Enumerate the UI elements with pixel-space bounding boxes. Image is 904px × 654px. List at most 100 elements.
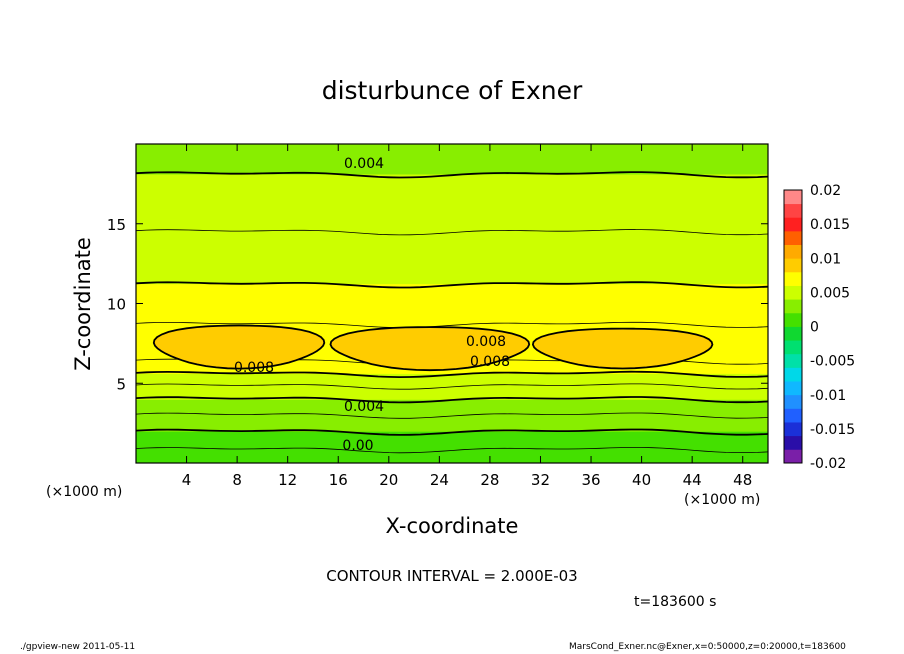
colorbar-segment: [784, 312, 802, 327]
field-band: [136, 381, 768, 384]
field-band: [136, 159, 768, 163]
colorbar-segment: [784, 367, 802, 382]
colorbar-segment: [784, 271, 802, 286]
field-band: [136, 153, 768, 157]
x-tick-label: 44: [683, 471, 702, 489]
field-band: [136, 239, 768, 243]
field-band: [136, 183, 768, 187]
contour-label-group: 0.004 0.008 0.008 0.008 0.004 0.00: [234, 156, 510, 454]
field-band: [136, 273, 768, 277]
field-band: [136, 309, 768, 313]
field-band: [136, 415, 768, 418]
field-band: [136, 265, 768, 269]
colorbar-segment: [784, 353, 802, 368]
field-band: [136, 253, 768, 257]
y-axis-label: Z-coordinate: [71, 237, 95, 371]
colorbar-segment: [784, 258, 802, 273]
field-band: [136, 455, 768, 458]
colorbar-segment: [784, 340, 802, 355]
field-band: [136, 413, 768, 416]
field-band: [136, 305, 768, 309]
field-band: [136, 423, 768, 426]
field-band: [136, 315, 768, 319]
colorbar-segment: [784, 408, 802, 423]
x-tick-label: 12: [278, 471, 297, 489]
field-band: [136, 445, 768, 448]
colorbar-segment: [784, 435, 802, 450]
field-band: [136, 245, 768, 249]
colorbar-segment: [784, 381, 802, 396]
x-unit-right: (×1000 m): [684, 492, 761, 508]
x-tick-label: 32: [531, 471, 550, 489]
field-band: [136, 299, 768, 303]
field-band: [136, 421, 768, 424]
x-unit-left: (×1000 m): [46, 484, 123, 500]
x-axis-label: X-coordinate: [385, 514, 519, 538]
field-band: [136, 225, 768, 229]
field-band: [136, 193, 768, 197]
field-band: [136, 171, 768, 175]
field-band: [136, 419, 768, 422]
field-band: [136, 199, 768, 203]
field-band: [136, 391, 768, 394]
field-band: [136, 427, 768, 430]
colorbar-tick-label: -0.005: [810, 354, 855, 370]
contour-line: [136, 281, 768, 289]
contour-label: 0.008: [466, 334, 506, 350]
field-band: [136, 189, 768, 193]
field-band: [136, 217, 768, 221]
field-band: [136, 387, 768, 390]
chart-title: disturbunce of Exner: [321, 76, 583, 105]
field-band: [136, 149, 768, 153]
contour-line: [136, 383, 768, 390]
colorbar-tick-label: -0.02: [810, 456, 846, 472]
x-tick-label: 40: [632, 471, 651, 489]
y-tick-label: 5: [116, 375, 126, 393]
field-band: [136, 401, 768, 404]
field-band: [136, 165, 768, 169]
field-band: [136, 221, 768, 225]
field-band: [136, 187, 768, 191]
field-band: [136, 285, 768, 289]
y-axis: 5 10 15: [107, 216, 768, 393]
colorbar: 0.02 0.015 0.01 0.005 0 -0.005 -0.01 -0.015 -0.0…: [783, 183, 855, 472]
field-band: [136, 271, 768, 275]
field-band: [136, 429, 768, 432]
colorbar-tick-label: 0.015: [810, 217, 850, 233]
field-band: [136, 151, 768, 155]
field-band: [136, 185, 768, 189]
colorbar-segment: [784, 422, 802, 437]
field-band: [136, 375, 768, 378]
colorbar-segment: [784, 299, 802, 314]
contour-interval: CONTOUR INTERVAL = 2.000E-03: [326, 567, 578, 585]
field-band: [136, 307, 768, 311]
field-band: [136, 181, 768, 185]
y-tick-label: 15: [107, 216, 126, 234]
field-band: [136, 157, 768, 161]
field-band: [136, 257, 768, 261]
footer-left: ./gpview-new 2011-05-11: [20, 642, 136, 652]
field-band: [136, 203, 768, 207]
colorbar-segment: [784, 244, 802, 259]
footer-right: MarsCond_Exner.nc@Exner,x=0:50000,z=0:20…: [569, 642, 846, 652]
contour-line: [136, 171, 768, 179]
field-band: [136, 233, 768, 237]
field-band: [136, 155, 768, 159]
field-band: [136, 215, 768, 219]
x-tick-label: 36: [581, 471, 600, 489]
colorbar-segment: [784, 394, 802, 409]
field-band: [136, 209, 768, 213]
field-band: [136, 197, 768, 201]
field-band: [136, 251, 768, 255]
field-band: [136, 383, 768, 386]
field-band: [136, 453, 768, 456]
field-band: [136, 435, 768, 438]
field-band: [136, 229, 768, 233]
contour-0.008-region: [152, 324, 326, 370]
colorbar-tick-label: -0.01: [810, 388, 846, 404]
field-band: [136, 303, 768, 307]
field-band: [136, 393, 768, 396]
contour-line: [136, 229, 768, 236]
x-tick-label: 8: [232, 471, 242, 489]
